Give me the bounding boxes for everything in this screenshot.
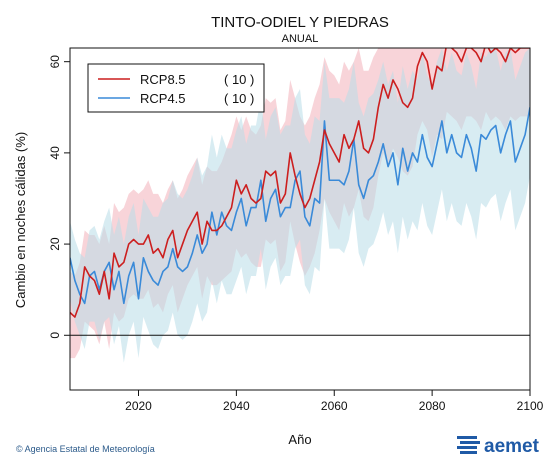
band-rcp45 [70, 48, 530, 363]
x-tick-label: 2040 [223, 399, 250, 413]
x-tick-label: 2060 [321, 399, 348, 413]
legend: RCP8.5 ( 10 ) RCP4.5 ( 10 ) [87, 63, 265, 113]
y-tick-label: 60 [48, 55, 62, 69]
legend-count-rcp45: ( 10 ) [224, 91, 254, 106]
y-axis: 0 20 40 60 [48, 55, 70, 339]
aemet-logo: aemet [457, 436, 540, 457]
plot-frame [69, 47, 531, 391]
aemet-logo-icon [457, 436, 480, 454]
x-tick-label: 2020 [125, 399, 152, 413]
legend-label-rcp85: RCP8.5 [140, 72, 186, 87]
aemet-logo-text: aemet [484, 436, 540, 457]
chart-subtitle: ANUAL [282, 33, 319, 45]
credit: © Agencia Estatal de Meteorología [16, 444, 155, 454]
y-axis-label: Cambio en noches cálidas (%) [13, 132, 28, 308]
series-lines [70, 48, 530, 318]
x-axis-label: Año [288, 432, 311, 447]
y-tick-label: 40 [48, 146, 62, 160]
chart-title: TINTO-ODIEL Y PIEDRAS [211, 14, 389, 31]
y-tick-label: 0 [48, 332, 62, 339]
x-axis: 2020 2040 2060 2080 2100 [125, 390, 544, 413]
legend-count-rcp85: ( 10 ) [224, 72, 254, 87]
legend-label-rcp45: RCP4.5 [140, 91, 186, 106]
legend-box [87, 63, 265, 113]
credit-text: © Agencia Estatal de Meteorología [16, 444, 155, 454]
x-tick-label: 2080 [419, 399, 446, 413]
uncertainty-bands [70, 48, 530, 363]
y-tick-label: 20 [48, 237, 62, 251]
series-line-rcp85 [70, 48, 530, 318]
series-line-rcp45 [70, 107, 530, 305]
x-tick-label: 2100 [517, 399, 544, 413]
